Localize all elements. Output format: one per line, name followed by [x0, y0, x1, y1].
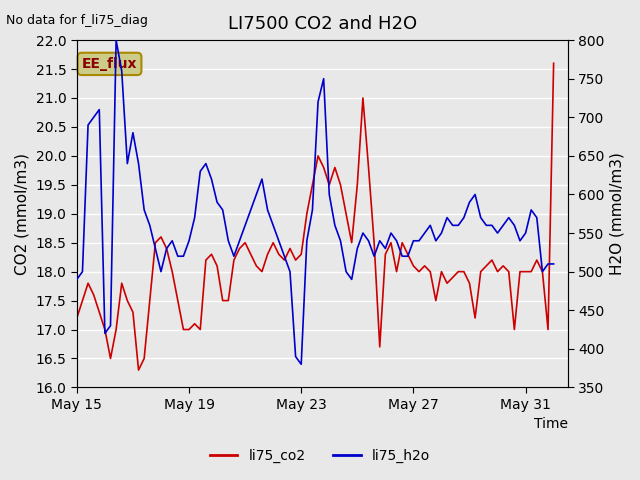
Legend: li75_co2, li75_h2o: li75_co2, li75_h2o [204, 443, 436, 468]
Text: EE_flux: EE_flux [82, 57, 137, 71]
X-axis label: Time: Time [534, 418, 568, 432]
Text: No data for f_li75_diag: No data for f_li75_diag [6, 14, 148, 27]
Title: LI7500 CO2 and H2O: LI7500 CO2 and H2O [228, 15, 417, 33]
Y-axis label: H2O (mmol/m3): H2O (mmol/m3) [610, 152, 625, 275]
Y-axis label: CO2 (mmol/m3): CO2 (mmol/m3) [15, 153, 30, 275]
